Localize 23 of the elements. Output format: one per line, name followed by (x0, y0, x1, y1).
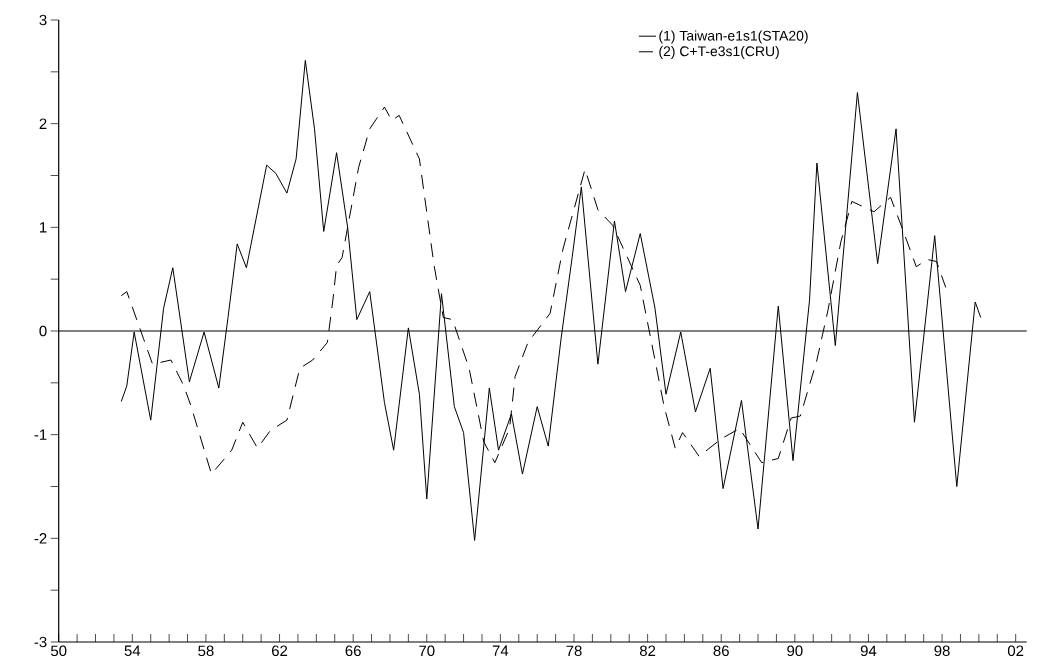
y-tick-label: 3 (39, 14, 47, 26)
y-tick-label: -2 (34, 533, 47, 544)
x-tick-label: 90 (787, 645, 803, 657)
legend-label: (1) Taiwan-e1s1(STA20) (659, 30, 808, 44)
y-tick-label: 0 (39, 325, 47, 337)
x-tick-label: 58 (198, 645, 214, 657)
x-tick-label: 02 (1007, 645, 1024, 657)
x-tick-label: 98 (934, 645, 950, 657)
y-tick-label: -1 (34, 429, 47, 440)
x-tick-label: 70 (419, 645, 435, 657)
x-tick-label: 66 (345, 645, 361, 657)
x-tick-label: 94 (860, 645, 877, 657)
legend-label: (2) C+T-e3s1(CRU) (659, 45, 779, 59)
x-tick-label: 54 (124, 645, 141, 656)
x-tick-label: 78 (566, 645, 582, 657)
x-tick-label: 62 (272, 645, 288, 657)
y-tick-label: 1 (40, 222, 47, 233)
x-tick-label: 82 (639, 645, 656, 657)
y-tick-label: -3 (34, 636, 47, 648)
y-tick-label: 2 (39, 118, 47, 129)
x-tick-label: 86 (713, 645, 729, 657)
x-tick-label: 74 (492, 645, 509, 656)
x-tick-label: 50 (50, 645, 67, 657)
